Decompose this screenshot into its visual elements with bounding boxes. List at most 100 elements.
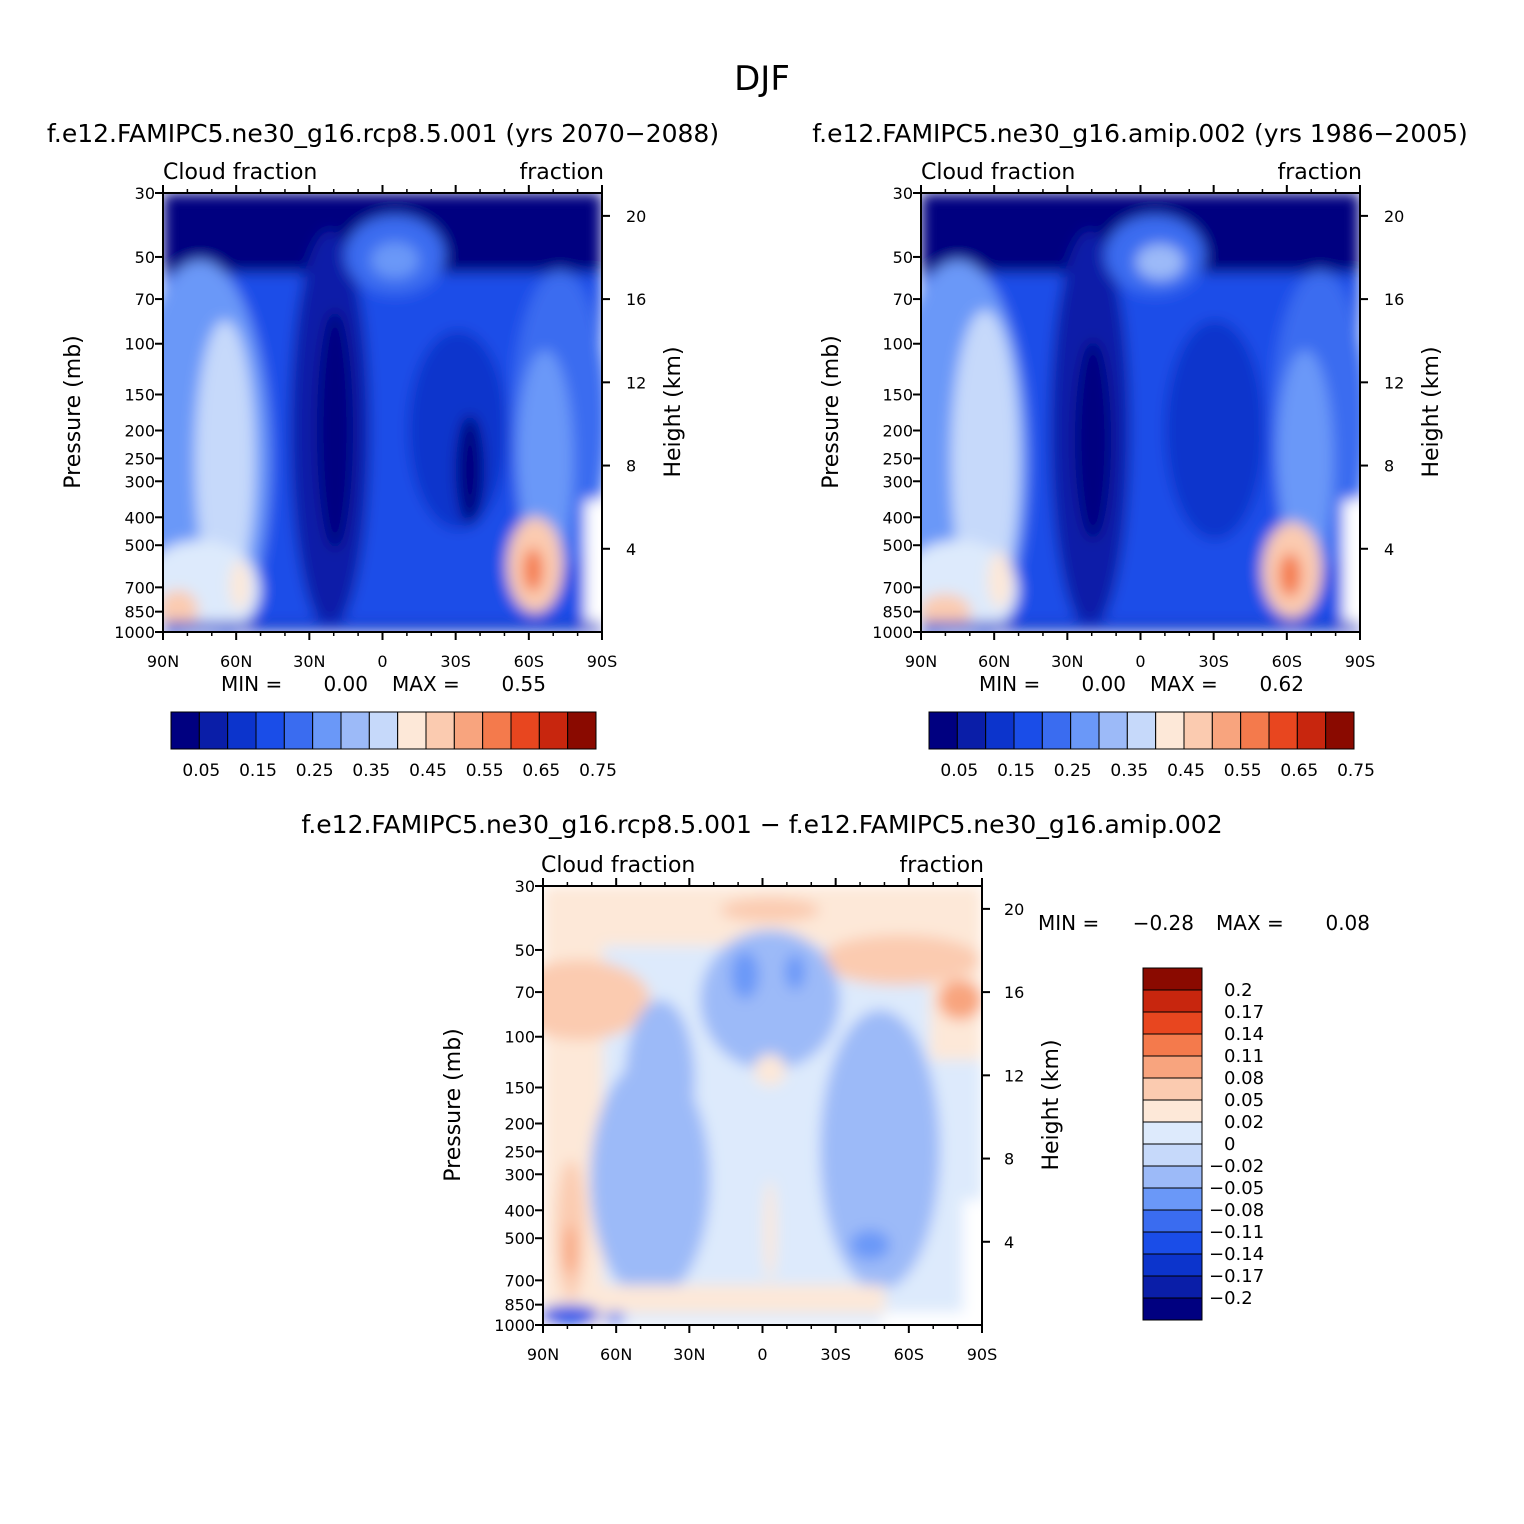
y-tick-label: 250 — [124, 449, 155, 468]
y2-tick-label: 20 — [626, 207, 646, 226]
colorbar-label: −0.2 — [1209, 1288, 1253, 1309]
y-axis-label: Pressure (mb) — [819, 335, 844, 489]
colorbar-label: −0.11 — [1209, 1222, 1264, 1243]
right-label: fraction — [1277, 160, 1362, 185]
y-tick-label: 70 — [515, 983, 535, 1002]
max-label: MAX = — [1216, 911, 1284, 935]
colorbar-label: −0.08 — [1209, 1200, 1264, 1221]
y2-tick-label: 4 — [1004, 1233, 1014, 1252]
max-label: MAX = — [392, 672, 460, 696]
colorbar — [928, 711, 1355, 750]
y2-tick-label: 8 — [626, 457, 636, 476]
min-label: MIN = — [221, 672, 282, 696]
colorbar-box — [170, 711, 200, 750]
colorbar-label: −0.14 — [1209, 1244, 1264, 1265]
x-tick-label: 90N — [905, 652, 937, 671]
page-title: DJF — [734, 59, 790, 99]
tick-marks — [913, 185, 1368, 640]
y-tick-label: 100 — [504, 1028, 535, 1047]
x-axis: 90N 60N 30N 0 30S 60S 90S — [905, 652, 1375, 671]
colorbar-box — [1142, 1143, 1203, 1167]
colorbar-label: 0.55 — [466, 761, 504, 781]
colorbar-box — [397, 711, 427, 750]
x-axis: 90N 60N 30N 0 30S 60S 90S — [147, 652, 617, 671]
colorbar-labels: 0.05 0.15 0.25 0.35 0.45 0.55 0.65 0.75 — [940, 761, 1375, 781]
y2-tick-label: 4 — [626, 540, 636, 559]
min-value: 0.00 — [1081, 672, 1126, 696]
y2-tick-label: 4 — [1384, 540, 1394, 559]
contour-field — [163, 193, 602, 632]
left-label: Cloud fraction — [541, 853, 695, 878]
colorbar-label: 0.45 — [1167, 761, 1205, 781]
colorbar-labels: 0.05 0.15 0.25 0.35 0.45 0.55 0.65 0.75 — [182, 761, 617, 781]
y-tick-label: 250 — [882, 449, 913, 468]
y2-tick-label: 20 — [1384, 207, 1404, 226]
colorbar-box — [567, 711, 597, 750]
colorbar-box — [1142, 967, 1203, 991]
colorbar-label: −0.02 — [1209, 1156, 1264, 1177]
y-tick-label: 850 — [124, 603, 155, 622]
colorbar-box — [956, 711, 987, 750]
x-tick-label: 90S — [967, 1345, 998, 1364]
max-value: 0.62 — [1259, 672, 1304, 696]
y-tick-label: 30 — [135, 184, 155, 203]
colorbar-label: −0.17 — [1209, 1266, 1264, 1287]
y-axis: 30 50 70 100 150 200 250 300 400 500 700… — [494, 877, 535, 1335]
colorbar-box — [1142, 1253, 1203, 1277]
y-axis: 30 50 70 100 150 200 250 300 400 500 700… — [872, 184, 913, 642]
contour-field — [921, 193, 1360, 632]
y-tick-label: 300 — [882, 472, 913, 491]
max-value: 0.55 — [501, 672, 546, 696]
colorbar-box — [510, 711, 540, 750]
x-tick-label: 60S — [514, 652, 545, 671]
x-tick-label: 90S — [587, 652, 618, 671]
y-tick-label: 500 — [124, 536, 155, 555]
colorbar-box — [1142, 1165, 1203, 1189]
y2-axis: 20 16 12 8 4 — [626, 207, 646, 559]
x-tick-label: 30N — [673, 1345, 705, 1364]
colorbar-label: 0.08 — [1224, 1068, 1264, 1089]
y-tick-label: 700 — [124, 578, 155, 597]
colorbar — [170, 711, 597, 750]
x-tick-label: 60S — [894, 1345, 925, 1364]
y-tick-label: 400 — [504, 1201, 535, 1220]
y2-tick-label: 12 — [1384, 373, 1404, 392]
x-tick-label: 30N — [1051, 652, 1083, 671]
colorbar-box — [1142, 1121, 1203, 1145]
colorbar-label: 0.25 — [296, 761, 334, 781]
y-tick-label: 400 — [124, 508, 155, 527]
y2-tick-label: 8 — [1004, 1150, 1014, 1169]
y-tick-label: 200 — [124, 422, 155, 441]
panel-title: f.e12.FAMIPC5.ne30_g16.amip.002 (yrs 198… — [812, 119, 1468, 148]
min-value: 0.00 — [323, 672, 368, 696]
x-tick-label: 30N — [293, 652, 325, 671]
y2-axis-label: Height (km) — [661, 346, 686, 477]
x-tick-label: 60N — [600, 1345, 632, 1364]
y-tick-label: 500 — [882, 536, 913, 555]
min-label: MIN = — [1038, 911, 1099, 935]
colorbar-box — [928, 711, 958, 750]
x-tick-label: 0 — [757, 1345, 767, 1364]
colorbar-label: 0.14 — [1224, 1024, 1264, 1045]
contour-field — [543, 886, 982, 1325]
y-tick-label: 400 — [882, 508, 913, 527]
y2-tick-label: 20 — [1004, 900, 1024, 919]
y-tick-label: 30 — [893, 184, 913, 203]
y-tick-label: 850 — [882, 603, 913, 622]
y-tick-label: 200 — [504, 1115, 535, 1134]
colorbar-label: 0 — [1224, 1134, 1235, 1155]
panel-title: f.e12.FAMIPC5.ne30_g16.rcp8.5.001 − f.e1… — [301, 810, 1222, 839]
y2-tick-label: 16 — [1384, 290, 1404, 309]
colorbar-label: 0.65 — [522, 761, 560, 781]
y-tick-label: 850 — [504, 1296, 535, 1315]
left-label: Cloud fraction — [163, 160, 317, 185]
y2-tick-label: 12 — [1004, 1066, 1024, 1085]
y2-tick-label: 16 — [626, 290, 646, 309]
max-label: MAX = — [1150, 672, 1218, 696]
y-tick-label: 300 — [124, 472, 155, 491]
colorbar-box — [425, 711, 455, 750]
colorbar-labels: 0.2 0.17 0.14 0.11 0.08 0.05 0.02 0 −0.0… — [1209, 980, 1264, 1309]
y-tick-label: 30 — [515, 877, 535, 896]
colorbar-box — [368, 711, 399, 750]
y-tick-label: 50 — [515, 941, 535, 960]
